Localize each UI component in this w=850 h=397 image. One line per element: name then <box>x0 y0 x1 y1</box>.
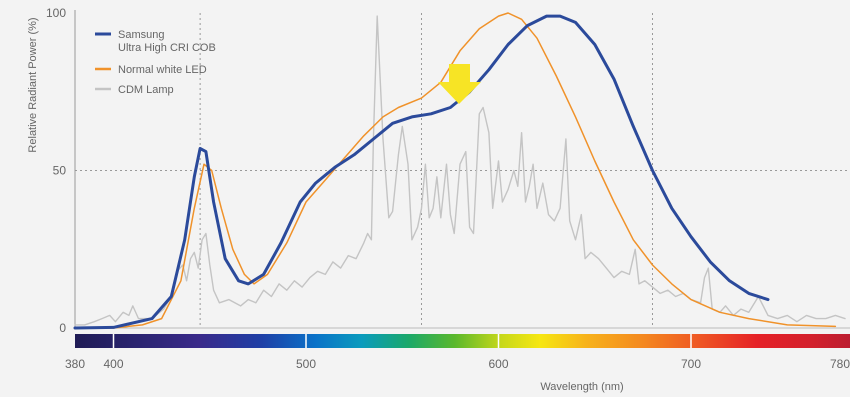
series-line <box>73 14 770 330</box>
x-tick-label: 700 <box>681 357 701 371</box>
x-tick-label: 780 <box>830 357 850 371</box>
series <box>73 12 846 330</box>
legend-label: Normal white LED <box>118 64 207 76</box>
x-tick-label: 500 <box>296 357 316 371</box>
y-tick-label: 50 <box>53 164 67 178</box>
legend-label: Ultra High CRI COB <box>118 42 216 54</box>
color-bar-ticks <box>112 334 692 348</box>
legend-label: Samsung <box>118 29 164 41</box>
y-tick-label: 0 <box>59 321 66 335</box>
wavelength-color-bar <box>75 334 850 348</box>
x-tick-label: 400 <box>103 357 123 371</box>
legend-label: CDM Lamp <box>118 84 174 96</box>
y-axis-label: Relative Radiant Power (%) <box>27 17 39 152</box>
series-line <box>74 15 846 326</box>
grid <box>75 13 850 328</box>
yellow-arrow-marker <box>438 64 481 104</box>
x-tick-label: 600 <box>488 357 508 371</box>
y-tick-label: 100 <box>46 6 66 20</box>
axes: 0 50 100 380 400 500 600 700 780 <box>46 6 850 371</box>
x-tick-label: 380 <box>65 357 85 371</box>
highlight-marker <box>438 64 481 104</box>
x-axis-label: Wavelength (nm) <box>540 381 623 393</box>
